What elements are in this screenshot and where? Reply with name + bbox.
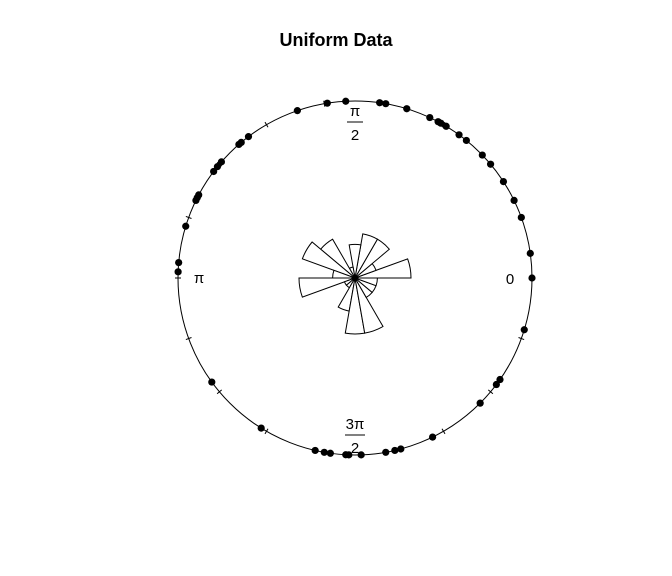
data-point bbox=[182, 222, 190, 230]
data-point bbox=[382, 448, 390, 456]
data-point bbox=[478, 151, 486, 159]
data-point bbox=[442, 122, 450, 130]
data-point bbox=[208, 378, 216, 386]
data-point bbox=[235, 140, 243, 149]
data-point bbox=[257, 424, 265, 432]
circle-tick bbox=[487, 389, 494, 395]
data-point bbox=[428, 433, 437, 441]
data-point bbox=[175, 258, 183, 267]
data-point bbox=[320, 448, 328, 456]
chart-title: Uniform Data bbox=[279, 30, 393, 50]
data-point bbox=[293, 107, 301, 115]
data-point bbox=[323, 99, 331, 107]
data-point bbox=[476, 399, 484, 407]
data-point bbox=[244, 133, 253, 141]
angle-label-half-pi-numerator: π bbox=[350, 103, 360, 120]
data-point bbox=[213, 163, 222, 171]
data-point bbox=[510, 196, 518, 205]
rose-wedge bbox=[298, 277, 356, 298]
data-point bbox=[210, 167, 218, 176]
data-point bbox=[426, 113, 434, 122]
circle-tick bbox=[185, 215, 192, 219]
circle-tick bbox=[216, 389, 223, 395]
data-point bbox=[499, 178, 508, 186]
rose-wedge bbox=[354, 233, 379, 279]
angle-label-zero: 0 bbox=[506, 271, 514, 288]
data-point bbox=[357, 451, 365, 459]
data-point bbox=[455, 131, 463, 139]
data-point bbox=[342, 97, 350, 105]
data-point bbox=[492, 380, 500, 389]
data-point bbox=[526, 249, 534, 257]
rose-wedge bbox=[348, 243, 362, 279]
data-point bbox=[311, 446, 319, 455]
rose-wedge bbox=[301, 241, 356, 279]
data-point bbox=[376, 99, 384, 107]
data-point bbox=[520, 326, 528, 334]
circle-tick bbox=[441, 428, 446, 435]
circle-tick bbox=[264, 428, 269, 435]
rose-wedge bbox=[354, 277, 378, 287]
data-point bbox=[528, 274, 536, 282]
circle-tick bbox=[185, 337, 192, 341]
data-point bbox=[462, 136, 470, 145]
data-point bbox=[486, 160, 495, 168]
data-point bbox=[326, 449, 334, 457]
circle-tick bbox=[518, 337, 525, 341]
angle-label-half-pi-denominator: 2 bbox=[351, 127, 359, 144]
data-point bbox=[217, 158, 226, 166]
data-point bbox=[434, 118, 442, 126]
angle-label-three-half-pi-denominator: 2 bbox=[351, 440, 359, 457]
rose-wedge bbox=[354, 277, 384, 334]
data-point bbox=[397, 445, 405, 453]
data-point bbox=[391, 446, 399, 455]
data-point bbox=[382, 100, 390, 108]
data-point bbox=[496, 375, 504, 384]
circle-tick bbox=[264, 121, 269, 128]
data-point bbox=[174, 268, 182, 276]
data-point bbox=[403, 105, 411, 113]
data-point bbox=[345, 451, 353, 459]
angle-label-pi: π bbox=[194, 270, 204, 287]
data-point bbox=[192, 196, 200, 205]
rose-diagram bbox=[298, 233, 412, 335]
data-point bbox=[517, 213, 525, 222]
data-points bbox=[174, 97, 536, 459]
angle-label-three-half-pi-numerator: 3π bbox=[346, 416, 365, 433]
